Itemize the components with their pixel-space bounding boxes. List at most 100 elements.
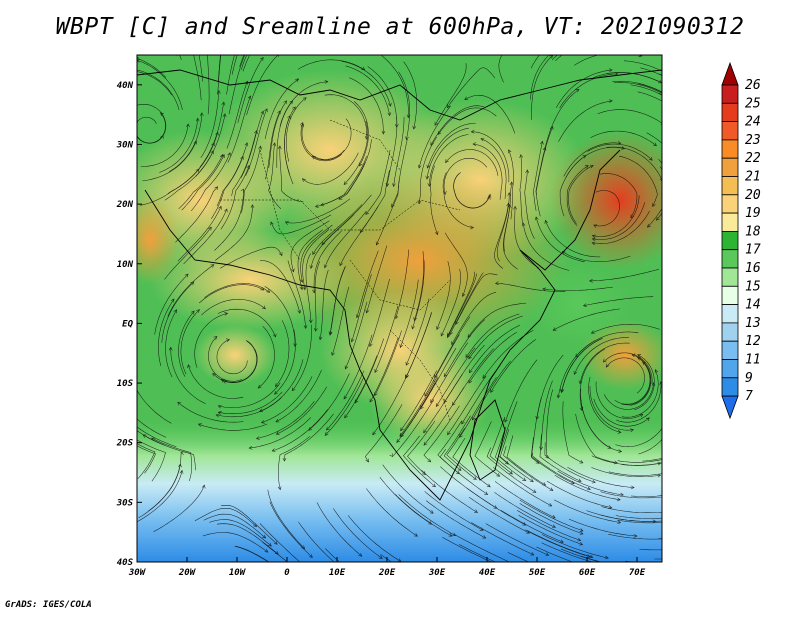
streamline [447,271,475,337]
streamline-arrow [486,483,491,488]
streamline-arrow [215,131,219,136]
streamline-arrow [452,401,456,406]
streamline [339,206,379,266]
streamline [275,369,322,423]
streamline-arrow [213,336,218,340]
streamline [216,523,279,555]
streamline-arrow [168,346,173,351]
streamline [259,523,301,562]
streamline [424,334,460,397]
streamline-arrow [270,221,274,226]
streamline-arrow [177,401,182,406]
streamline [137,470,183,523]
streamline-arrow [151,437,155,442]
streamline-arrow [422,471,426,475]
streamline-arrow [137,59,141,63]
streamline [430,342,469,403]
lon-tick-label: 30W [128,568,147,578]
streamline-arrow [423,429,427,434]
streamline-arrow [399,432,404,437]
streamline-arrow [609,99,613,103]
streamline-arrow [427,458,432,463]
streamline-arrow [301,545,306,550]
streamline-arrow [377,588,380,591]
streamline [591,324,660,334]
streamline-arrow [575,88,580,93]
streamline [274,329,296,395]
streamline-arrow [630,428,634,433]
streamline [265,110,281,180]
streamline-arrow [621,146,625,150]
streamline-arrow [648,156,653,161]
streamline-arrow [542,482,547,486]
streamline [606,146,662,181]
streamline-arrow [388,102,392,107]
streamline [591,467,661,477]
streamline [302,229,330,290]
streamline [257,325,275,389]
streamline-arrow [312,155,316,160]
streamline-arrow [522,477,527,482]
streamline-arrow [589,164,594,169]
streamline-arrow [559,539,564,543]
colorbar-swatch [721,304,739,324]
wbpt-field [121,36,696,591]
streamline-arrow [381,130,386,135]
streamline-arrow [668,519,671,522]
streamline [381,55,409,118]
colorbar-label: 21 [745,170,761,185]
streamline-arrow [412,125,417,130]
streamline [176,55,178,56]
streamline-arrow [630,485,635,490]
streamline-arrow [461,292,466,297]
streamline [471,131,510,183]
streamline-arrow [365,309,370,314]
streamline-arrow [589,278,593,283]
streamline-arrow [193,140,198,145]
streamline-arrow [273,541,278,545]
streamline-arrow [372,431,376,436]
streamline [170,347,206,404]
streamline [217,55,222,95]
streamline [525,529,591,558]
streamline [200,90,220,159]
colorbar-swatch [721,249,739,269]
streamline-arrow [275,419,280,423]
lat-tick-label: 30N [116,140,134,150]
streamline-arrow [446,104,451,109]
streamline-arrow [250,204,255,208]
streamline [140,123,189,167]
streamline-arrow [303,325,308,329]
streamline-arrow [545,454,550,459]
streamline [164,226,212,280]
streamline [642,458,662,462]
streamline [268,100,287,169]
streamline-arrow [374,392,378,397]
streamline-arrow [121,434,124,437]
streamline-arrow [591,237,596,242]
lon-tick-label: 10W [229,568,247,578]
streamline-arrow [308,427,313,431]
streamline [221,505,278,545]
streamline [480,138,507,199]
streamline-arrow [617,36,620,39]
streamline-arrow [617,430,622,434]
lat-tick-label: 20S [116,439,134,449]
streamline-arrow [260,110,264,115]
streamline [165,309,177,378]
lat-tick-label: 40N [117,81,134,91]
streamline-arrow [549,487,554,491]
streamline [297,59,365,71]
streamline [601,506,662,513]
streamline-arrow [693,560,696,563]
streamline-arrow [369,343,373,348]
streamline [290,220,330,272]
streamline-arrow [212,372,217,377]
streamline [453,172,490,209]
streamline [198,423,268,431]
streamline [568,518,638,537]
streamline-arrow [638,55,643,58]
streamline [587,143,653,161]
streamline [522,223,570,271]
streamline-arrow [277,145,282,150]
